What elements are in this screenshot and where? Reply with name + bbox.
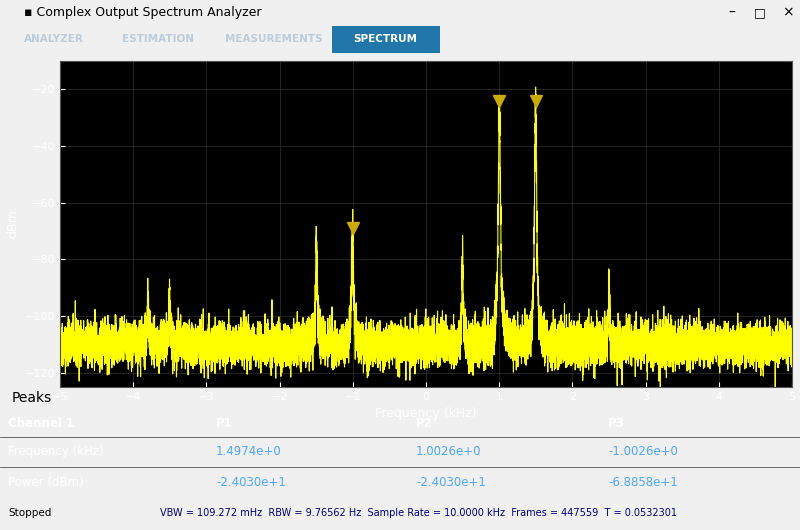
Text: VBW = 109.272 mHz  RBW = 9.76562 Hz  Sample Rate = 10.0000 kHz  Frames = 447559 : VBW = 109.272 mHz RBW = 9.76562 Hz Sampl… [160, 508, 677, 518]
FancyBboxPatch shape [332, 26, 440, 52]
Text: P3: P3 [608, 417, 625, 430]
Text: –: – [729, 5, 735, 20]
Text: -2.4030e+1: -2.4030e+1 [216, 476, 286, 489]
Text: ANALYZER: ANALYZER [24, 34, 83, 45]
Text: Peaks: Peaks [12, 391, 52, 404]
Text: ×: × [782, 5, 794, 20]
Text: 1.0026e+0: 1.0026e+0 [416, 445, 482, 458]
Text: ▪ Complex Output Spectrum Analyzer: ▪ Complex Output Spectrum Analyzer [24, 6, 262, 19]
Text: 1.4974e+0: 1.4974e+0 [216, 445, 282, 458]
Y-axis label: dBm: dBm [6, 209, 19, 239]
Text: Stopped: Stopped [8, 508, 51, 518]
Text: SPECTRUM: SPECTRUM [354, 34, 418, 45]
Text: MEASUREMENTS: MEASUREMENTS [225, 34, 322, 45]
Text: P2: P2 [416, 417, 433, 430]
Text: -1.0026e+0: -1.0026e+0 [608, 445, 678, 458]
Text: P1: P1 [216, 417, 233, 430]
Text: Channel 1: Channel 1 [8, 417, 74, 430]
Text: -6.8858e+1: -6.8858e+1 [608, 476, 678, 489]
Text: □: □ [754, 6, 766, 19]
X-axis label: Frequency (kHz): Frequency (kHz) [375, 408, 477, 420]
Text: Power (dBm): Power (dBm) [8, 476, 84, 489]
Text: -2.4030e+1: -2.4030e+1 [416, 476, 486, 489]
Text: ESTIMATION: ESTIMATION [122, 34, 194, 45]
Text: Frequency (kHz): Frequency (kHz) [8, 445, 104, 458]
